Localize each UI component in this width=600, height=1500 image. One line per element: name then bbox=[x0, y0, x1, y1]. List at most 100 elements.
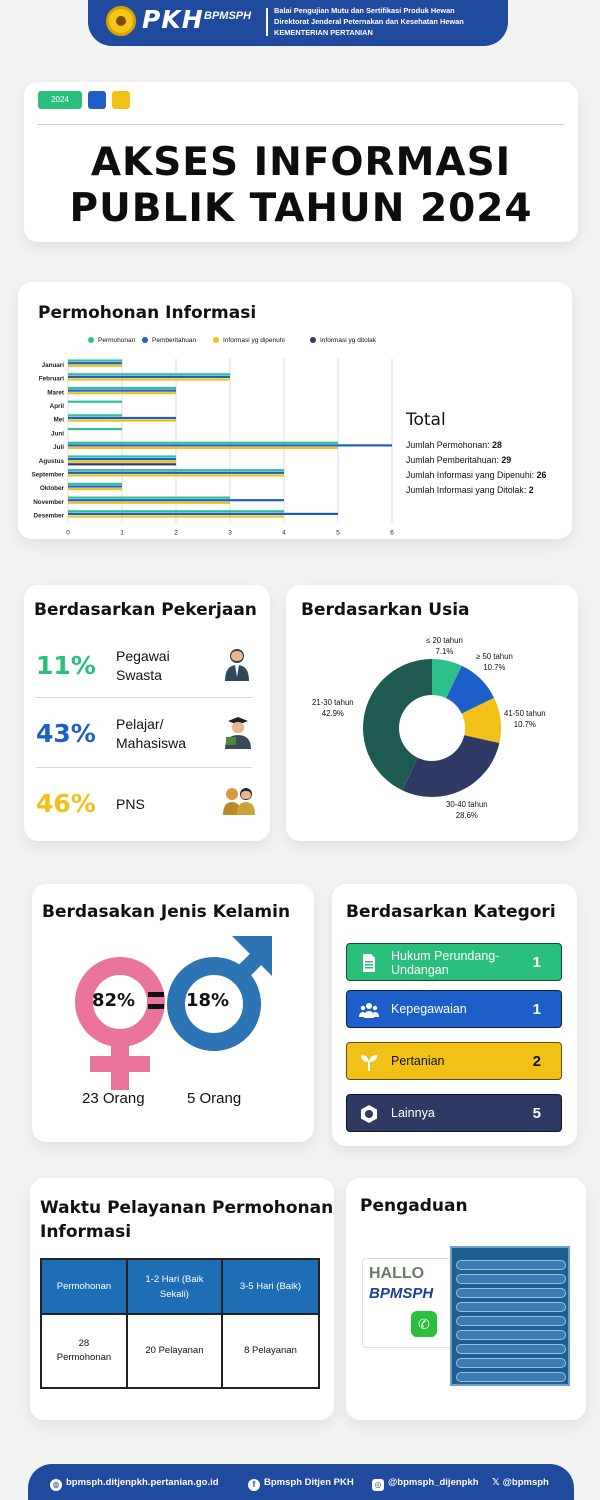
pengaduan-card: Pengaduan HALLO BPMSPH ✆ bbox=[346, 1178, 586, 1420]
category-lainnya: Lainnya 5 bbox=[346, 1094, 562, 1132]
category-value: 1 bbox=[532, 1001, 541, 1018]
pie-label-name: 30-40 tahun bbox=[446, 800, 488, 809]
bar bbox=[68, 419, 176, 422]
job-pct: 46% bbox=[36, 789, 96, 818]
x-tick-label: 1 bbox=[120, 529, 124, 536]
pie-label-name: ≤ 20 tahun bbox=[426, 636, 463, 645]
table-header-row: Permohonan 1-2 Hari (Baik Sekali) 3-5 Ha… bbox=[40, 1258, 321, 1315]
x-icon: 𝕏 bbox=[492, 1477, 500, 1488]
hallo-bpmsph-logo[interactable]: HALLO BPMSPH ✆ bbox=[362, 1258, 454, 1348]
waktu-title-line-1: Waktu Pelayanan Permohonan bbox=[40, 1198, 334, 1218]
title-divider bbox=[38, 124, 564, 125]
legend-dot-icon bbox=[213, 337, 219, 343]
header-line-1: Balai Pengujian Mutu dan Sertifikasi Pro… bbox=[274, 6, 455, 15]
people-icon bbox=[359, 1003, 379, 1018]
legend-label: Informasi yg dipenuhi bbox=[223, 337, 285, 344]
x-tick-label: 2 bbox=[174, 529, 178, 536]
header-agency-text: Balai Pengujian Mutu dan Sertifikasi Pro… bbox=[274, 5, 464, 38]
pie-label-pct: 10.7% bbox=[513, 720, 536, 729]
yellow-tag bbox=[112, 91, 130, 109]
x-tick-label: 0 bbox=[66, 529, 70, 536]
table-cell: 28 Permohonan bbox=[40, 1313, 128, 1389]
total-line: Jumlah Permohonan: 28 bbox=[406, 440, 502, 450]
header-line-2: Direktorat Jenderal Peternakan dan Keseh… bbox=[274, 17, 464, 26]
table-cell: 8 Pelayanan bbox=[220, 1313, 321, 1389]
year-tag: 2024 bbox=[38, 91, 82, 109]
bar bbox=[68, 392, 176, 395]
bar bbox=[68, 512, 338, 515]
total-label: Jumlah Permohonan: bbox=[406, 440, 493, 450]
table-header: Permohonan bbox=[40, 1258, 128, 1315]
page-title-line-1: AKSES INFORMASI bbox=[90, 140, 512, 185]
pkh-logo: PKH bbox=[142, 5, 204, 34]
job-pct: 43% bbox=[36, 719, 96, 748]
y-tick-label: Agustus bbox=[39, 458, 65, 465]
donut-slice bbox=[363, 659, 432, 791]
hexagon-icon bbox=[361, 1105, 377, 1123]
pie-label-pct: 10.7% bbox=[483, 663, 506, 672]
male-count: 5 Orang bbox=[187, 1090, 242, 1107]
total-label: Jumlah Pemberitahuan: bbox=[406, 455, 502, 465]
hallo-brand: BPMSPH bbox=[369, 1285, 434, 1302]
legend-item: Pemberitahuan bbox=[142, 337, 196, 344]
category-value: 2 bbox=[532, 1053, 541, 1070]
bpmsph-logo: BPMSPH bbox=[204, 10, 252, 22]
y-tick-label: Juli bbox=[53, 444, 64, 451]
menu-row bbox=[456, 1274, 566, 1284]
job-label-line-2: Mahasiswa bbox=[116, 735, 187, 751]
bar bbox=[68, 428, 122, 431]
pie-label-name: 41-50 tahun bbox=[504, 709, 546, 718]
legend-dot-icon bbox=[310, 337, 316, 343]
total-value: 2 bbox=[528, 485, 534, 495]
usia-donut-chart bbox=[363, 659, 501, 797]
facebook-text: Bpmsph Ditjen PKH bbox=[264, 1477, 354, 1488]
female-percentage: 82% bbox=[92, 990, 136, 1011]
category-value: 1 bbox=[532, 954, 541, 971]
globe-icon: ◍ bbox=[50, 1479, 62, 1491]
footer-bar: ◍ bpmsph.ditjenpkh.pertanian.go.id f Bpmsp… bbox=[28, 1464, 574, 1500]
category-hukum: Hukum Perundang-Undangan 1 bbox=[346, 943, 562, 981]
total-line: Jumlah Informasi yang Ditolak: 2 bbox=[406, 485, 534, 495]
menu-row bbox=[456, 1260, 566, 1270]
total-label: Jumlah Informasi yang Ditolak: bbox=[406, 485, 529, 495]
category-label: Hukum Perundang-Undangan bbox=[391, 949, 500, 977]
waktu-title-line-2: Informasi bbox=[40, 1222, 132, 1242]
office-worker-icon bbox=[225, 649, 249, 681]
footer-x[interactable]: 𝕏 @bpmsph bbox=[492, 1477, 549, 1488]
bar bbox=[68, 389, 176, 392]
total-line: Jumlah Pemberitahuan: 29 bbox=[406, 455, 511, 465]
gender-card: Berdasakan Jenis Kelamin 82% 18% 23 Oran… bbox=[32, 884, 314, 1142]
civil-servant-icon bbox=[223, 788, 255, 815]
pie-label-pct: 42.9% bbox=[321, 709, 344, 718]
total-title: Total bbox=[406, 410, 446, 430]
footer-website[interactable]: ◍ bpmsph.ditjenpkh.pertanian.go.id bbox=[50, 1477, 219, 1491]
service-menu-screenshot bbox=[450, 1246, 570, 1386]
job-label: Pelajar/ Mahasiswa bbox=[116, 715, 186, 753]
bar bbox=[68, 400, 122, 403]
job-label-line-2: Swasta bbox=[116, 667, 162, 683]
bar bbox=[68, 501, 230, 504]
waktu-title: Waktu Pelayanan Permohonan Informasi bbox=[40, 1196, 333, 1244]
y-tick-label: September bbox=[31, 471, 64, 478]
job-pct: 11% bbox=[36, 651, 96, 680]
job-label: PNS bbox=[116, 796, 145, 812]
y-tick-label: Mei bbox=[54, 417, 65, 424]
pie-label-name: ≥ 50 tahun bbox=[476, 652, 513, 661]
footer-instagram[interactable]: ◎ @bpmsph_dijenpkh bbox=[372, 1477, 479, 1491]
menu-row bbox=[456, 1358, 566, 1368]
pie-label-21-30: 21-30 tahun 42.9% bbox=[312, 697, 354, 719]
donut-slice bbox=[446, 665, 495, 714]
menu-row bbox=[456, 1330, 566, 1340]
whatsapp-icon[interactable]: ✆ bbox=[411, 1311, 437, 1337]
title-card: 2024 AKSES INFORMASI PUBLIK TAHUN 2024 bbox=[24, 82, 578, 242]
instagram-icon: ◎ bbox=[372, 1479, 384, 1491]
y-tick-label: Februari bbox=[39, 376, 64, 383]
bar bbox=[68, 414, 122, 417]
bar bbox=[68, 444, 392, 447]
pie-label-name: 21-30 tahun bbox=[312, 698, 354, 707]
bar bbox=[68, 446, 338, 450]
footer-facebook[interactable]: f Bpmsph Ditjen PKH bbox=[248, 1477, 354, 1491]
legend-label: Pemberitahuan bbox=[152, 337, 197, 344]
menu-row bbox=[456, 1302, 566, 1312]
table-header: 3-5 Hari (Baik) bbox=[220, 1258, 321, 1315]
